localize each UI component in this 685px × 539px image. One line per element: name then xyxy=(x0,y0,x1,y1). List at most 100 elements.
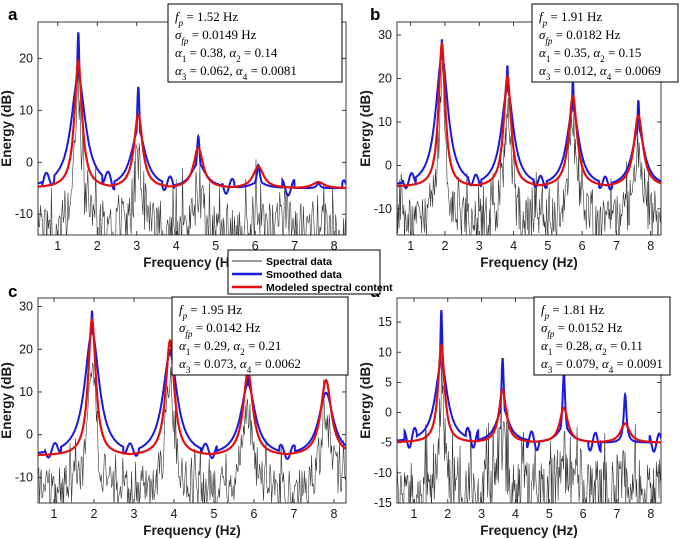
x-tick-label: 3 xyxy=(131,507,138,521)
annotation-line: α3 = 0.079, α4 = 0.0091 xyxy=(541,356,663,375)
x-tick-label: 1 xyxy=(51,507,58,521)
series-group xyxy=(38,32,346,235)
annotation-line: α1 = 0.38, α2 = 0.14 xyxy=(175,45,278,64)
x-tick-label: 7 xyxy=(291,507,298,521)
series-group xyxy=(38,310,346,503)
annotation-line: σfp = 0.0182 Hz xyxy=(539,27,621,46)
x-tick-label: 6 xyxy=(579,239,586,253)
y-tick-label: 15 xyxy=(378,315,392,329)
y-tick-label: -10 xyxy=(374,202,392,216)
y-tick-label: 30 xyxy=(19,300,33,314)
x-tick-label: 8 xyxy=(331,239,338,253)
y-tick-label: 10 xyxy=(19,103,33,117)
x-tick-label: 2 xyxy=(442,239,449,253)
series-group xyxy=(397,309,661,503)
legend-entry: Modeled spectral content xyxy=(266,282,393,294)
x-tick-label: 1 xyxy=(410,507,417,521)
x-axis-label: Frequency (Hz) xyxy=(143,523,241,538)
x-tick-label: 7 xyxy=(614,507,621,521)
x-tick-label: 8 xyxy=(331,507,338,521)
y-tick-label: 20 xyxy=(19,51,33,65)
x-tick-label: 2 xyxy=(91,507,98,521)
spectral-data-line xyxy=(38,362,346,503)
x-axis-label: Frequency (Hz) xyxy=(143,255,241,270)
y-axis-label: Energy (dB) xyxy=(0,362,14,439)
annotation-line: fp = 1.52 Hz xyxy=(175,9,238,28)
panel-c: 1 2 3 4 5 6 7 8 -10 0 10 20 30 Frequency (Hz) Energy (… xyxy=(0,282,349,538)
annotation-box xyxy=(167,3,343,83)
y-axis-label: Energy (dB) xyxy=(358,90,373,167)
x-tick-label: 5 xyxy=(212,239,219,253)
x-tick-label: 3 xyxy=(478,507,485,521)
x-tick-label: 1 xyxy=(407,239,414,253)
x-tick-label: 6 xyxy=(252,239,259,253)
annotation-line: σfp = 0.0152 Hz xyxy=(541,320,623,339)
y-tick-label: -10 xyxy=(374,466,392,480)
x-tick-label: 5 xyxy=(211,507,218,521)
x-tick-label: 8 xyxy=(647,239,654,253)
x-tick-label: 6 xyxy=(251,507,258,521)
x-tick-label: 1 xyxy=(54,239,61,253)
x-tick-label: 5 xyxy=(546,507,553,521)
x-tick-label: 4 xyxy=(510,239,517,253)
y-tick-label: 5 xyxy=(385,375,392,389)
y-tick-label: -10 xyxy=(15,470,33,484)
panel-label: a xyxy=(8,5,18,24)
y-tick-label: 20 xyxy=(19,342,33,356)
panel-b: 1 2 3 4 5 6 7 8 -10 0 10 20 30 Frequency (Hz) Energy (… xyxy=(358,3,679,270)
x-tick-label: 4 xyxy=(173,239,180,253)
x-tick-label: 7 xyxy=(613,239,620,253)
annotation-line: fp = 1.81 Hz xyxy=(541,302,604,321)
modeled-content-line xyxy=(38,58,346,189)
x-tick-label: 5 xyxy=(544,239,551,253)
panel-label: b xyxy=(370,5,380,24)
x-tick-label: 4 xyxy=(171,507,178,521)
y-tick-label: 30 xyxy=(378,28,392,42)
y-tick-label: 10 xyxy=(378,345,392,359)
x-axis-label: Frequency (Hz) xyxy=(480,523,578,538)
y-tick-label: 20 xyxy=(378,72,392,86)
spectral-data-line xyxy=(397,62,661,235)
y-tick-label: 0 xyxy=(26,428,33,442)
modeled-content-line xyxy=(397,342,661,444)
y-tick-label: 10 xyxy=(19,385,33,399)
annotation-box xyxy=(533,296,671,376)
x-tick-label: 2 xyxy=(444,507,451,521)
y-axis-label: Energy (dB) xyxy=(358,362,373,439)
annotation-box xyxy=(171,296,349,376)
x-tick-label: 4 xyxy=(512,507,519,521)
y-tick-label: 10 xyxy=(378,115,392,129)
annotation-line: α1 = 0.35, α2 = 0.15 xyxy=(539,45,641,64)
annotation-line: α3 = 0.062, α4 = 0.0081 xyxy=(175,63,297,82)
legend-entry: Smoothed data xyxy=(266,269,342,281)
annotation-line: α3 = 0.012, α4 = 0.0069 xyxy=(539,63,661,82)
modeled-content-line xyxy=(397,40,661,188)
panel-d: 1 2 3 4 5 6 7 8 -15 -10 -5 0 5 10 15 Frequency (Hz) Ener… xyxy=(358,282,671,538)
x-tick-label: 8 xyxy=(647,507,654,521)
panel-label: c xyxy=(8,282,17,301)
x-tick-label: 3 xyxy=(133,239,140,253)
legend-entry: Spectral data xyxy=(266,256,332,268)
x-tick-label: 3 xyxy=(476,239,483,253)
annotation-line: α1 = 0.29, α2 = 0.21 xyxy=(179,338,281,357)
annotation-line: σfp = 0.0149 Hz xyxy=(175,27,257,46)
annotation-box xyxy=(531,3,679,83)
y-tick-label: -5 xyxy=(381,436,392,450)
x-tick-label: 7 xyxy=(291,239,298,253)
annotation-line: σfp = 0.0142 Hz xyxy=(179,320,261,339)
x-tick-label: 2 xyxy=(94,239,101,253)
smoothed-data-line xyxy=(397,309,661,454)
series-group xyxy=(397,39,661,235)
y-tick-label: -15 xyxy=(374,496,392,510)
y-axis-label: Energy (dB) xyxy=(0,90,14,167)
annotation-line: fp = 1.91 Hz xyxy=(539,9,602,28)
annotation-line: fp = 1.95 Hz xyxy=(179,302,242,321)
y-tick-label: 0 xyxy=(385,406,392,420)
y-tick-label: -10 xyxy=(15,207,33,221)
